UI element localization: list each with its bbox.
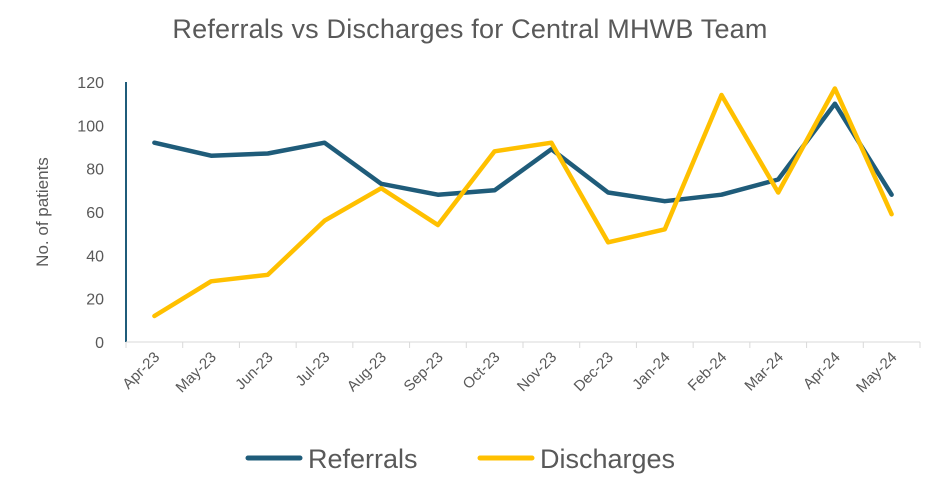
- x-tick-label: Mar-24: [741, 349, 787, 395]
- x-axis-ticks: Apr-23 May-23 Jun-23 Jul-23 Aug-23 Sep-23 Oct-…: [119, 342, 921, 396]
- series-line-discharges: [152, 86, 894, 319]
- x-tick-label: Feb-24: [685, 349, 731, 395]
- x-tick-label: May-24: [853, 349, 900, 396]
- y-axis-label: No. of patients: [33, 157, 52, 267]
- y-tick-label: 20: [86, 292, 104, 309]
- y-axis-ticks: 0 20 40 60 80 100 120: [77, 75, 104, 352]
- series-line-referrals: [152, 101, 894, 204]
- y-tick-label: 100: [77, 118, 104, 135]
- y-tick-label: 60: [86, 205, 104, 222]
- legend-label-referrals: Referrals: [308, 444, 418, 474]
- x-tick-label: May-23: [173, 349, 220, 396]
- x-tick-label: Apr-23: [119, 349, 163, 393]
- x-tick-label: Apr-24: [800, 349, 844, 393]
- y-tick-label: 80: [86, 162, 104, 179]
- chart-title: Referrals vs Discharges for Central MHWB…: [172, 14, 768, 44]
- x-tick-label: Oct-23: [460, 349, 504, 393]
- y-tick-label: 40: [86, 248, 104, 265]
- x-tick-label: Aug-23: [344, 349, 390, 395]
- series-group: [152, 86, 894, 319]
- x-tick-label: Jul-23: [292, 349, 333, 390]
- y-tick-label: 120: [77, 75, 104, 92]
- x-tick-label: Nov-23: [514, 349, 560, 395]
- x-tick-label: Jun-23: [232, 349, 276, 393]
- x-tick-label: Sep-23: [401, 349, 447, 395]
- legend: Referrals Discharges: [245, 444, 675, 474]
- y-tick-label: 0: [95, 335, 104, 352]
- legend-label-discharges: Discharges: [540, 444, 675, 474]
- x-tick-label: Dec-23: [571, 349, 617, 395]
- x-tick-label: Jan-24: [629, 349, 673, 393]
